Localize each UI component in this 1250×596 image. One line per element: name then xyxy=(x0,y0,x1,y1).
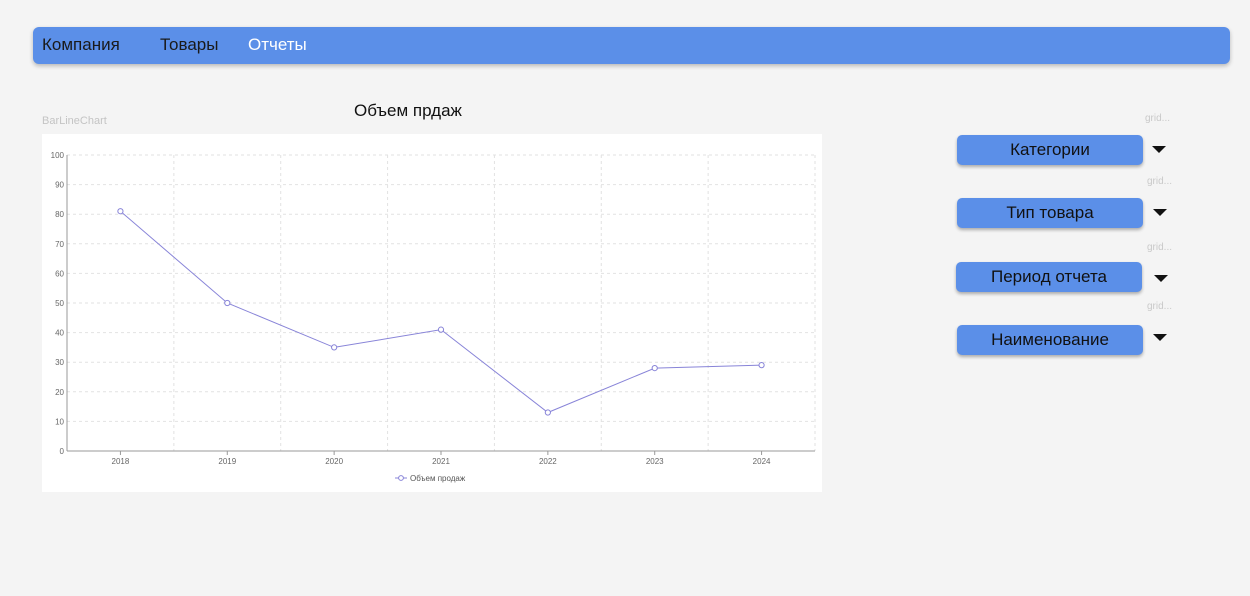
chevron-down-icon[interactable] xyxy=(1154,275,1168,282)
data-point xyxy=(224,299,231,307)
y-tick-label: 30 xyxy=(55,358,64,367)
x-tick-label: 2020 xyxy=(325,457,343,466)
x-tick-label: 2019 xyxy=(218,457,236,466)
y-tick-label: 70 xyxy=(55,240,64,249)
y-tick-label: 0 xyxy=(60,447,65,456)
series-line xyxy=(120,210,762,414)
x-tick-label: 2018 xyxy=(112,457,130,466)
y-tick-label: 100 xyxy=(51,151,65,160)
chevron-down-icon[interactable] xyxy=(1152,146,1166,153)
data-point xyxy=(758,362,765,369)
y-tick-label: 10 xyxy=(55,417,64,426)
report-period-dropdown-button[interactable]: Период отчета xyxy=(956,262,1142,292)
y-tick-label: 40 xyxy=(55,329,64,338)
grid-label: grid... xyxy=(1146,301,1172,312)
chart-title: Объем прдаж xyxy=(354,101,462,120)
x-tick-label: 2022 xyxy=(539,457,557,466)
nav-item-products[interactable]: Товары xyxy=(160,35,219,54)
legend-marker xyxy=(398,475,404,481)
chevron-down-icon[interactable] xyxy=(1153,209,1167,216)
grid-label: grid... xyxy=(1146,176,1172,187)
data-point xyxy=(117,208,124,215)
y-tick-label: 80 xyxy=(55,210,64,219)
product-type-dropdown-button[interactable]: Тип товара xyxy=(957,198,1143,228)
line-chart: 0 10 20 30 40 50 60 70 80 90 100 2018 2019 2020 2021 20… xyxy=(51,151,816,483)
grid-label: grid... xyxy=(1146,242,1172,253)
y-tick-label: 90 xyxy=(55,181,64,190)
name-dropdown-button[interactable]: Наименование xyxy=(957,325,1143,355)
component-label: BarLineChart xyxy=(42,115,107,127)
x-tick-label: 2024 xyxy=(753,457,771,466)
x-tick-label: 2021 xyxy=(432,457,450,466)
data-point xyxy=(651,365,658,372)
chevron-down-icon[interactable] xyxy=(1153,334,1167,341)
chart-card: 0 10 20 30 40 50 60 70 80 90 100 2018 2019 2020 2021 20… xyxy=(42,134,822,492)
data-point xyxy=(331,344,338,351)
grid-label: grid... xyxy=(1144,113,1170,124)
y-tick-label: 60 xyxy=(55,269,64,278)
legend-label: Объем продаж xyxy=(410,474,466,483)
categories-dropdown-button[interactable]: Категории xyxy=(957,135,1143,165)
y-tick-label: 50 xyxy=(55,299,64,308)
nav-item-reports[interactable]: Отчеты xyxy=(248,35,307,54)
x-tick-label: 2023 xyxy=(646,457,664,466)
top-navbar: Компания Товары Отчеты xyxy=(33,27,1230,64)
data-point xyxy=(544,409,551,416)
y-tick-label: 20 xyxy=(55,388,64,397)
data-point xyxy=(437,326,445,333)
nav-item-company[interactable]: Компания xyxy=(42,35,120,54)
